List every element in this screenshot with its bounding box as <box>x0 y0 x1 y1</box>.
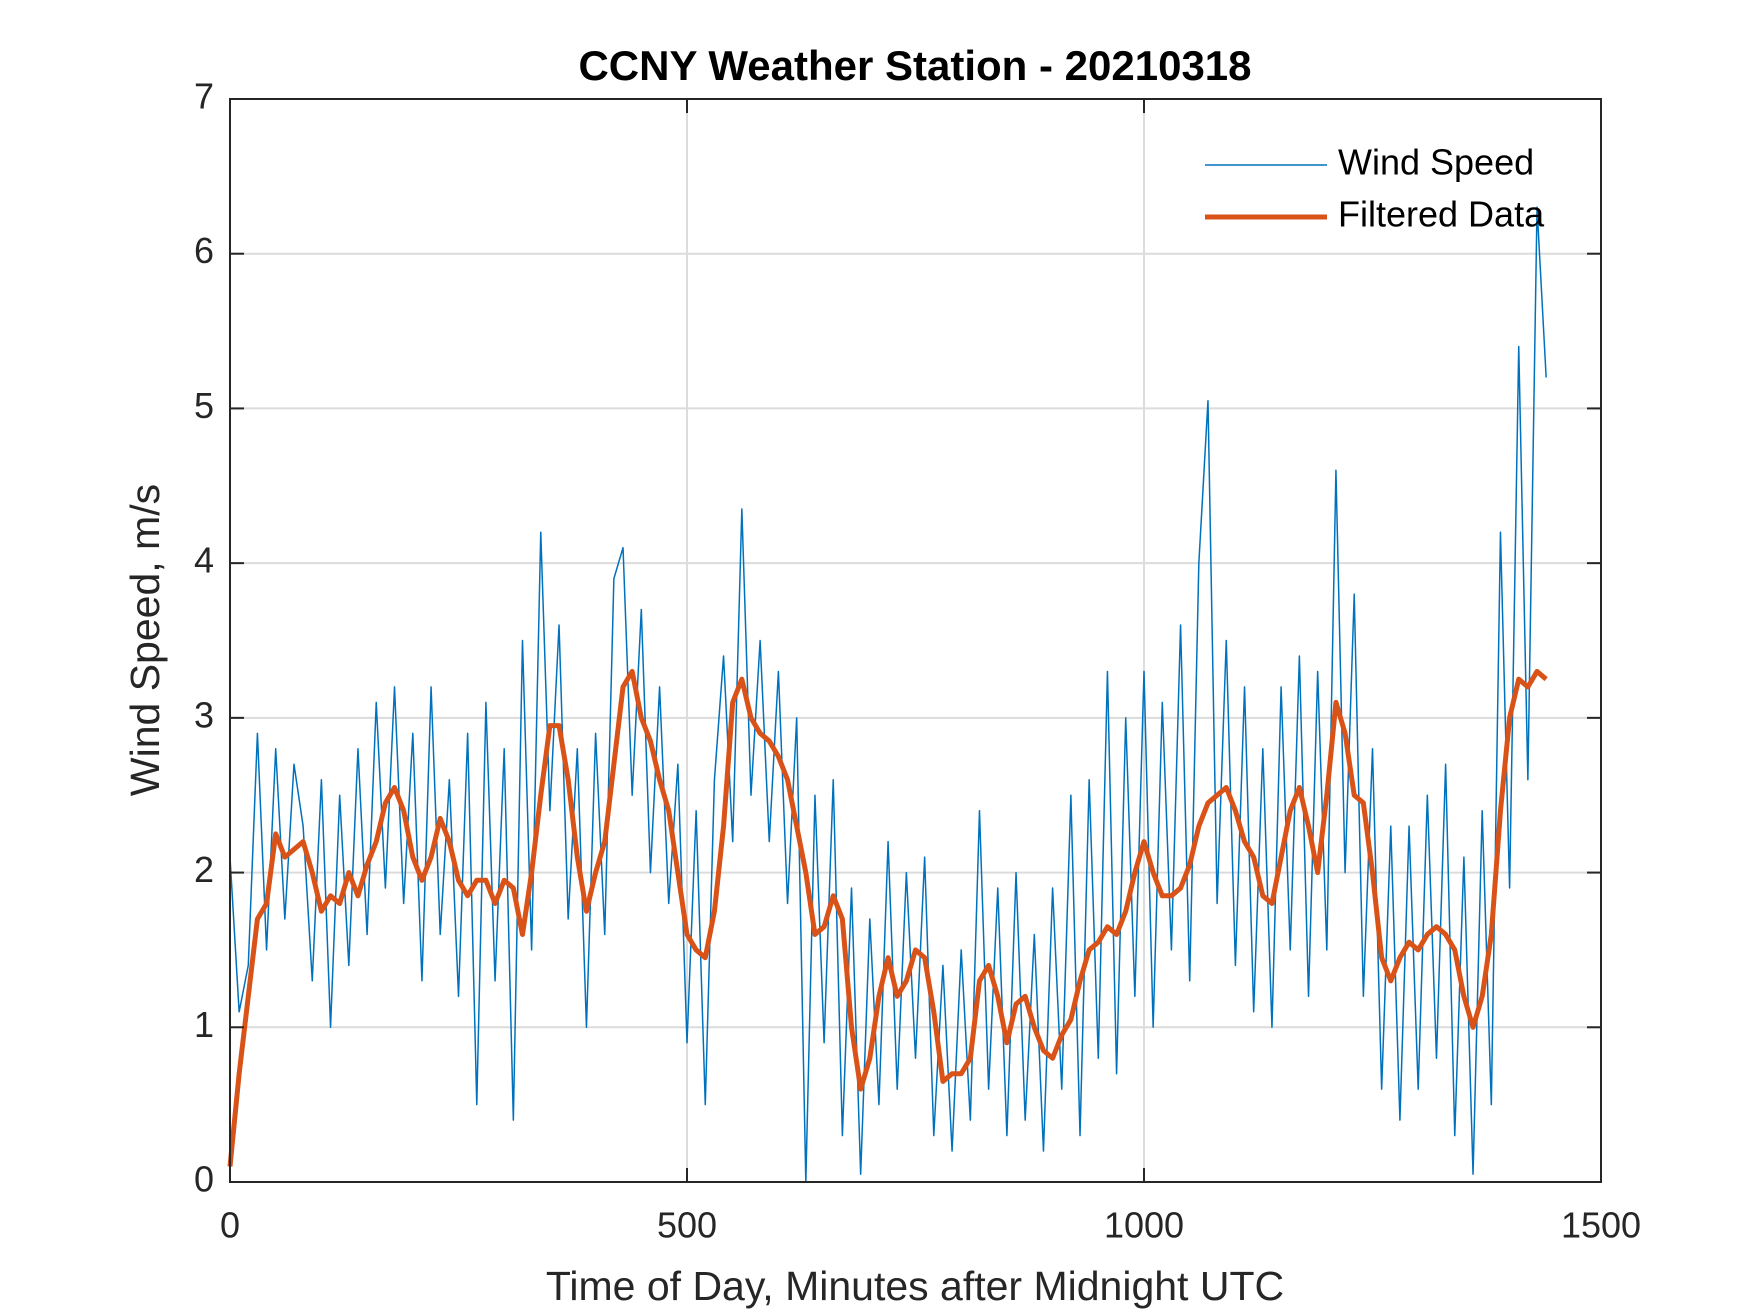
y-tick-label: 2 <box>194 849 214 890</box>
y-tick-label: 0 <box>194 1159 214 1200</box>
y-tick-label: 4 <box>194 540 214 581</box>
y-axis-label: Wind Speed, m/s <box>122 484 168 796</box>
y-tick-label: 7 <box>194 76 214 117</box>
y-tick-label: 6 <box>194 230 214 271</box>
y-tick-label: 3 <box>194 694 214 735</box>
y-tick-label: 5 <box>194 385 214 426</box>
data-line <box>227 668 1548 1167</box>
x-tick-label: 1500 <box>1561 1205 1641 1246</box>
legend-label: Filtered Data <box>1338 194 1545 235</box>
y-tick-label: 1 <box>194 1004 214 1045</box>
x-axis-label: Time of Day, Minutes after Midnight UTC <box>546 1263 1284 1309</box>
x-tick-label: 0 <box>220 1205 240 1246</box>
plot-frame <box>229 98 1602 1183</box>
chart-title: CCNY Weather Station - 20210318 <box>578 42 1251 89</box>
data-line <box>229 206 1547 1183</box>
legend-label: Wind Speed <box>1338 142 1534 183</box>
x-tick-label: 1000 <box>1104 1205 1184 1246</box>
x-tick-label: 500 <box>657 1205 717 1246</box>
